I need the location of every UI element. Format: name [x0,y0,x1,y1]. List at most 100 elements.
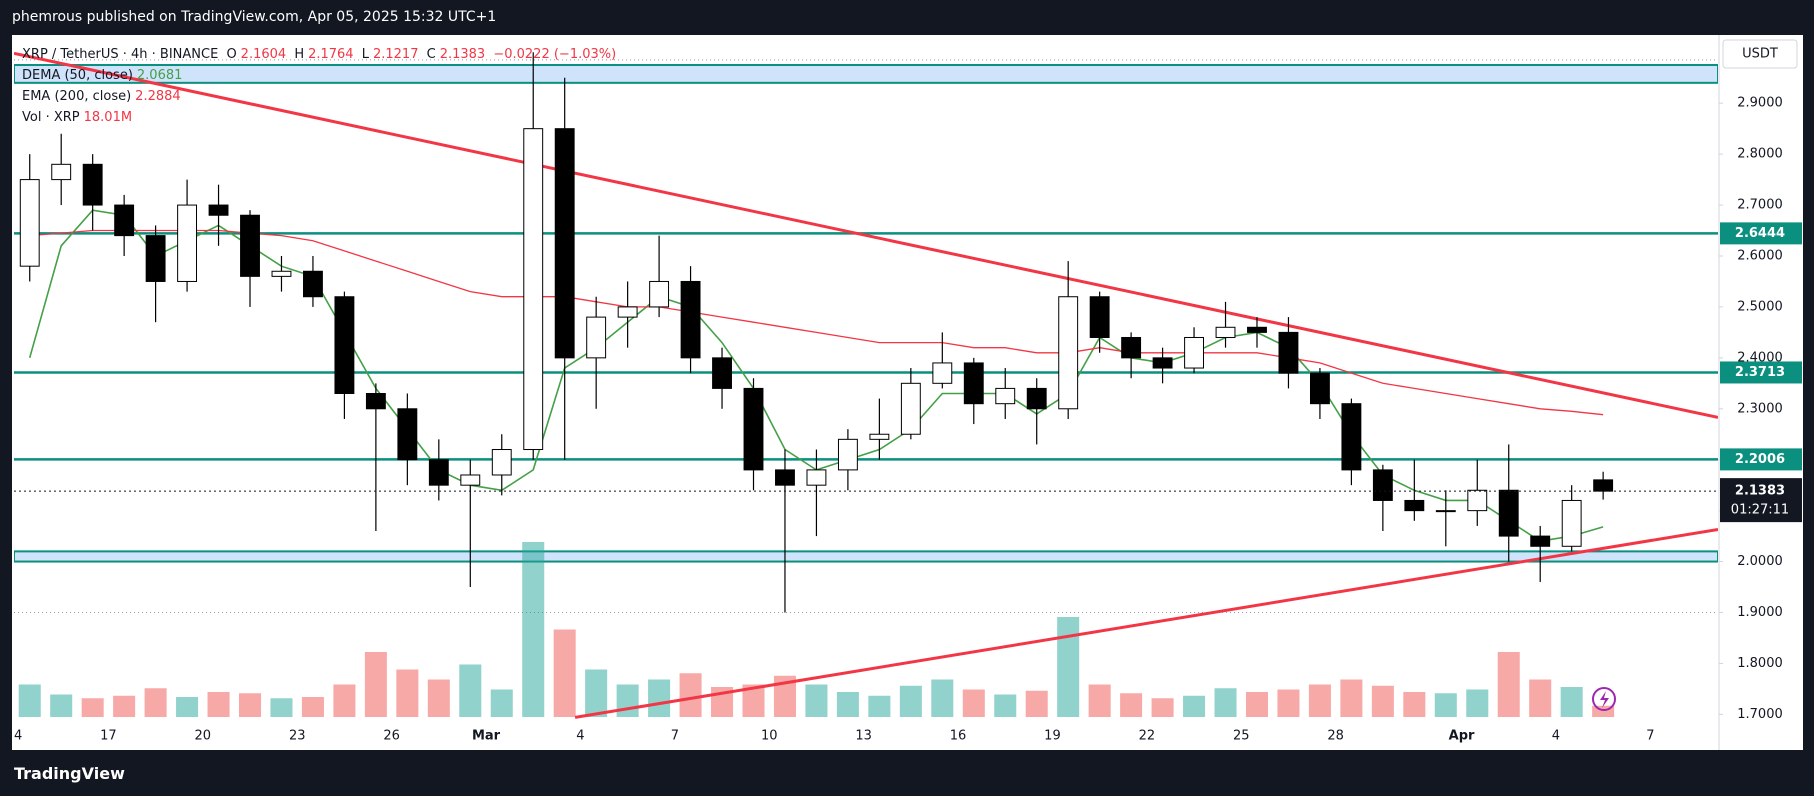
alert-icon[interactable] [1592,687,1616,711]
candle-body [271,270,292,277]
volume-bar [805,684,828,717]
candle-body [334,296,355,394]
volume-bar [1308,684,1331,717]
plot-area: 14 17 20 23 26 Mar 4 7 10 13 16 19 22 25 28 Apr 4 7 [6,51,1718,744]
symbol: XRP / TetherUS · 4h · BINANCE [22,47,219,62]
level-label-bg [1720,222,1802,245]
x-tick-label: 23 [289,729,306,744]
volume-bar [1120,693,1143,717]
candle-body [963,362,984,405]
candle-body [177,204,198,282]
volume-bar [301,697,324,717]
brand: TradingView [14,764,125,783]
candle-body [51,163,72,181]
x-tick-label: Apr [1449,729,1475,744]
trendline [574,527,1718,719]
volume-bar [396,669,419,717]
y-tick-label: 2.5000 [1737,299,1783,314]
candle-body [680,280,701,359]
countdown: 01:27:11 [1731,503,1789,518]
candle-body [523,128,544,451]
y-tick-label: 2.3000 [1737,401,1783,416]
candle-body [1467,489,1488,512]
level-label-bg [1720,448,1802,471]
volume-bar [994,694,1017,717]
candle-body [1121,336,1142,359]
candle-body [1372,469,1393,501]
x-tick-label: 19 [1044,729,1061,744]
volume-bar [742,684,765,717]
volume-bar [270,698,293,717]
ohlc-c-label: C [426,47,436,62]
volume-bar [490,689,513,717]
volume-bar [1529,679,1552,717]
legend: XRP / TetherUS · 4h · BINANCE O 2.1604 H 2… [22,44,620,128]
indicator-value: 18.01M [83,110,133,125]
candle-body [303,270,323,298]
volume-bar [459,664,482,717]
y-tick-label: 1.7000 [1737,707,1783,722]
x-tick-label: 10 [761,729,778,744]
y-tick-label: 2.9000 [1737,96,1783,111]
ohlc-h-label: H [294,47,305,62]
volume-bar [333,684,356,717]
volume-bar [773,675,796,717]
candle-body [1435,510,1456,513]
x-tick-label: 14 [6,729,23,744]
volume-bar [616,684,639,717]
candle-body [712,357,732,389]
publish-info: phemrous published on TradingView.com, A… [12,9,497,25]
candle-body [1341,403,1362,471]
trendline [14,51,1718,419]
candle-body [460,474,481,486]
candle-body [145,235,166,282]
volume-bar [207,692,230,717]
y-tick-label: 2.0000 [1737,554,1783,569]
candle-body [240,214,260,277]
volume-bar [113,695,136,717]
volume-bar [585,669,608,717]
volume-bar [427,679,450,717]
candle-body [806,469,827,486]
candle-body [995,387,1016,405]
ohlc-l: 2.1217 [372,47,419,62]
candle-body [1026,387,1047,410]
volume-bar [81,698,104,717]
candle-body [1278,331,1299,374]
zone [14,64,1718,84]
candle-body [554,128,575,359]
volume-bar [1340,679,1363,717]
candle-body [397,408,418,461]
x-tick-label: 25 [1233,729,1250,744]
candle-body [1561,499,1582,547]
level-label: 2.2006 [1735,452,1785,467]
volume-bar [1245,692,1269,717]
candle-body [428,459,449,486]
candle-body [1404,499,1425,512]
candle-body [649,280,670,308]
candle-body [617,306,638,318]
y-tick-label: 2.6000 [1737,248,1783,263]
volume-bar [1466,689,1489,717]
volume-bar [18,684,41,717]
legend-row: EMA (200, close) 2.2884 [22,86,620,107]
candle-body [743,387,764,471]
candle-body [932,362,953,384]
x-tick-label: 28 [1327,729,1344,744]
ohlc-o-label: O [226,47,237,62]
ohlc-o: 2.1604 [240,47,287,62]
volume-bar [1497,652,1520,717]
legend-row: DEMA (50, close) 2.0681 [22,65,620,86]
candle-body [491,449,512,476]
candle-body [1530,535,1551,547]
volume-bar [1592,705,1615,717]
price-axis: 1.70001.80001.90002.00002.10002.20002.30… [1719,96,1802,722]
volume-bar [176,697,199,717]
volume-bar [238,693,262,717]
currency-button[interactable] [1722,39,1798,69]
volume-bar [836,692,859,717]
y-tick-label: 2.8000 [1737,147,1783,162]
currency: USDT [1742,47,1778,62]
legend-row: XRP / TetherUS · 4h · BINANCE O 2.1604 H 2… [22,44,620,65]
